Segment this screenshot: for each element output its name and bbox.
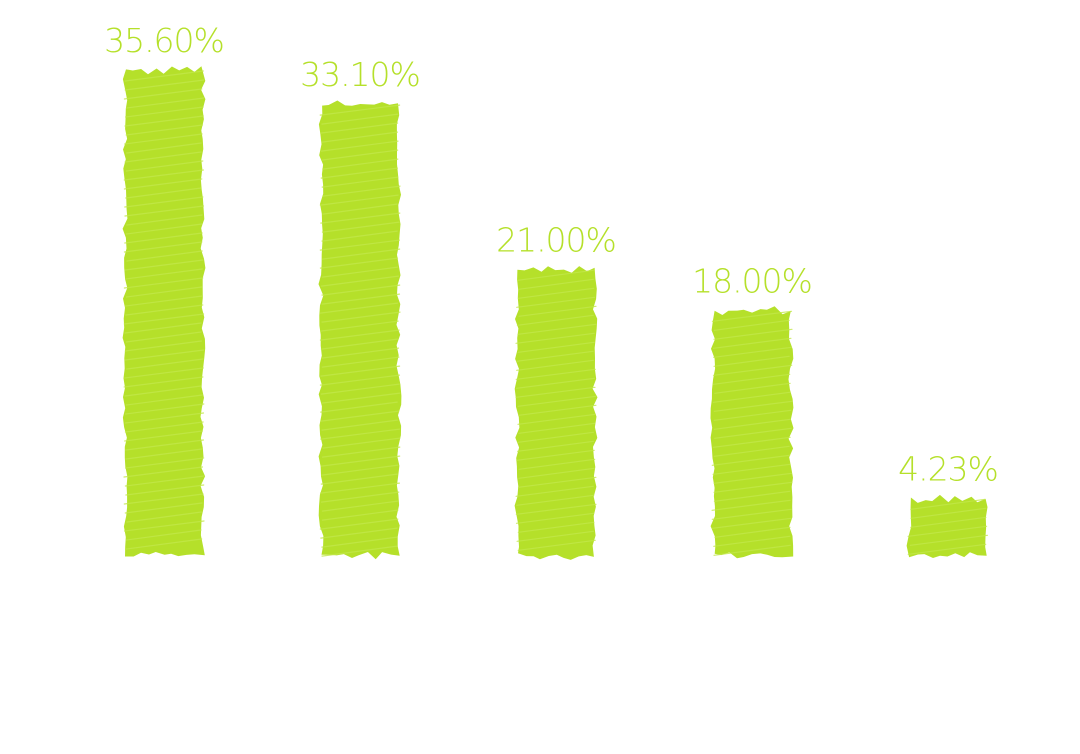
bar-2 <box>318 100 402 560</box>
bar-fill <box>710 306 794 559</box>
bar-hatching <box>711 310 793 556</box>
labels-group: 35.60% 33.10% 21.00% 18.00% 4.23% <box>104 21 999 488</box>
bar-fill <box>122 66 206 557</box>
bar-value-label: 21.00% <box>496 220 616 259</box>
bar-hatching <box>907 498 989 555</box>
bar-hatching <box>319 104 401 557</box>
bar-value-label: 35.60% <box>104 21 224 60</box>
bar-value-label: 18.00% <box>692 261 812 300</box>
bar-value-label: 4.23% <box>898 449 998 488</box>
bars-group <box>122 66 989 560</box>
bar-3 <box>514 266 598 560</box>
bar-1 <box>122 66 206 557</box>
bar-4 <box>710 306 794 559</box>
bar-hatching <box>123 70 205 550</box>
bar-5 <box>906 494 989 558</box>
bar-fill <box>514 266 598 560</box>
bar-value-label: 33.10% <box>300 55 420 94</box>
bar-hatching <box>515 269 597 551</box>
